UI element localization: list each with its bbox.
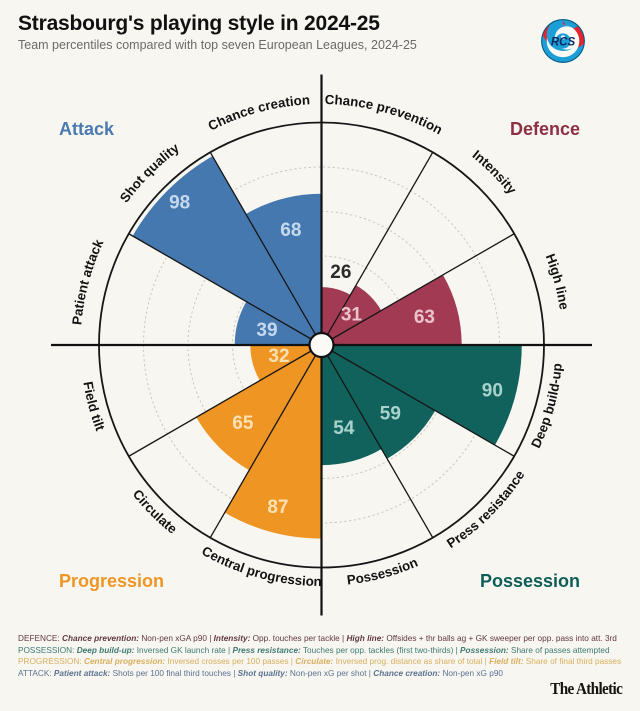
svg-text:39: 39	[256, 320, 277, 341]
svg-text:54: 54	[333, 418, 355, 439]
svg-text:59: 59	[380, 403, 401, 424]
svg-text:Intensity: Intensity	[470, 147, 520, 197]
svg-text:Circulate: Circulate	[130, 487, 180, 537]
svg-text:90: 90	[482, 380, 503, 401]
svg-text:87: 87	[267, 497, 288, 518]
svg-text:Press resistance: Press resistance	[444, 468, 527, 551]
svg-text:Deep build-up: Deep build-up	[528, 363, 565, 451]
svg-text:32: 32	[268, 346, 289, 367]
svg-text:98: 98	[169, 193, 190, 214]
svg-text:68: 68	[280, 220, 301, 241]
svg-text:Chance creation: Chance creation	[206, 92, 311, 133]
svg-text:63: 63	[414, 307, 435, 328]
svg-text:26: 26	[330, 262, 351, 283]
svg-text:31: 31	[341, 305, 363, 326]
svg-text:High line: High line	[543, 252, 572, 311]
svg-text:65: 65	[232, 413, 254, 434]
svg-text:Chance prevention: Chance prevention	[325, 92, 445, 137]
